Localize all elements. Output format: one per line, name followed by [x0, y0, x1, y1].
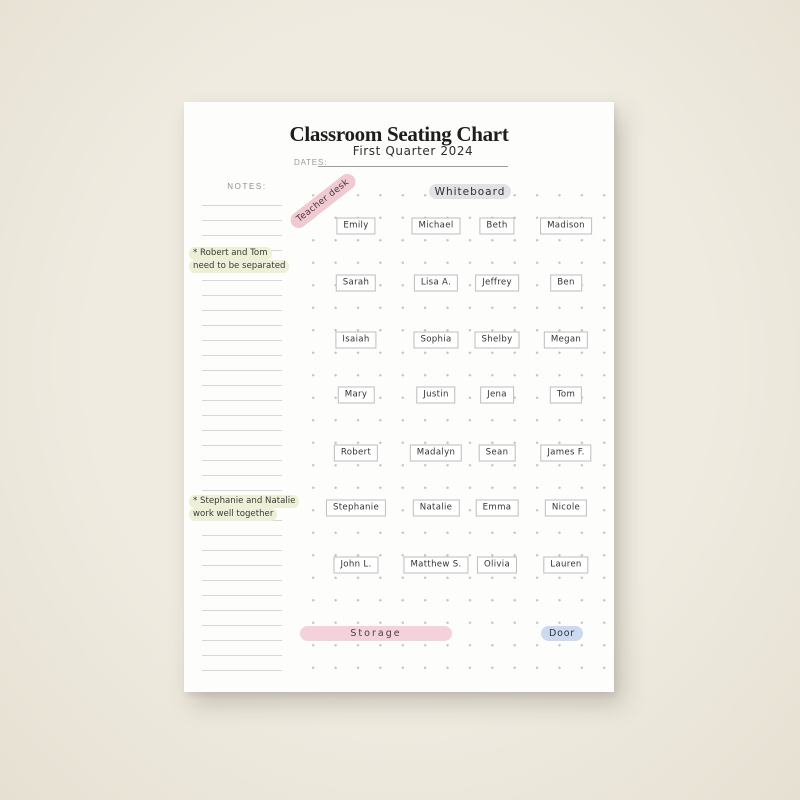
dates-value: First Quarter 2024: [318, 144, 508, 167]
seat-box: Olivia: [476, 556, 518, 574]
seat-box: Sean: [478, 444, 516, 462]
seat-box: Jeffrey: [475, 274, 519, 292]
note-item: * Robert and Tom need to be separated: [189, 247, 295, 273]
seating-chart-page: Classroom Seating Chart DATES: First Qua…: [184, 102, 616, 692]
seat-box: Nicole: [544, 499, 588, 517]
seat-box: Beth: [479, 217, 515, 235]
dates-label: DATES:: [294, 158, 328, 167]
seat-box: Megan: [543, 331, 589, 349]
note-item: * Stephanie and Natalie work well togethe…: [189, 495, 300, 521]
notes-label: NOTES:: [227, 182, 267, 191]
seat-box: Isaiah: [335, 331, 377, 349]
seat-box: Stephanie: [325, 499, 387, 517]
seat-box: Sarah: [335, 274, 377, 292]
dot-grid: [294, 176, 616, 682]
seat-box: Robert: [333, 444, 379, 462]
seat-box: Emma: [475, 499, 519, 517]
seat-box: James F.: [540, 444, 592, 462]
seat-box: Lauren: [543, 556, 589, 574]
seat-box: Matthew S.: [403, 556, 469, 574]
seat-box: Madalyn: [409, 444, 463, 462]
seat-box: Ben: [550, 274, 582, 292]
whiteboard-label: Whiteboard: [429, 184, 511, 199]
seat-box: Michael: [411, 217, 461, 235]
seat-box: Mary: [337, 386, 375, 404]
seat-box: John L.: [333, 556, 379, 574]
page-title: Classroom Seating Chart: [289, 122, 509, 146]
seat-box: Natalie: [412, 499, 460, 517]
seat-box: Tom: [549, 386, 583, 404]
seat-box: Shelby: [474, 331, 520, 349]
seat-box: Jena: [480, 386, 514, 404]
seat-box: Emily: [336, 217, 376, 235]
seat-box: Justin: [416, 386, 456, 404]
seat-box: Lisa A.: [413, 274, 459, 292]
seat-box: Sophia: [413, 331, 459, 349]
seat-box: Madison: [540, 217, 592, 235]
storage-label: Storage: [300, 626, 452, 641]
door-label: Door: [541, 626, 583, 641]
